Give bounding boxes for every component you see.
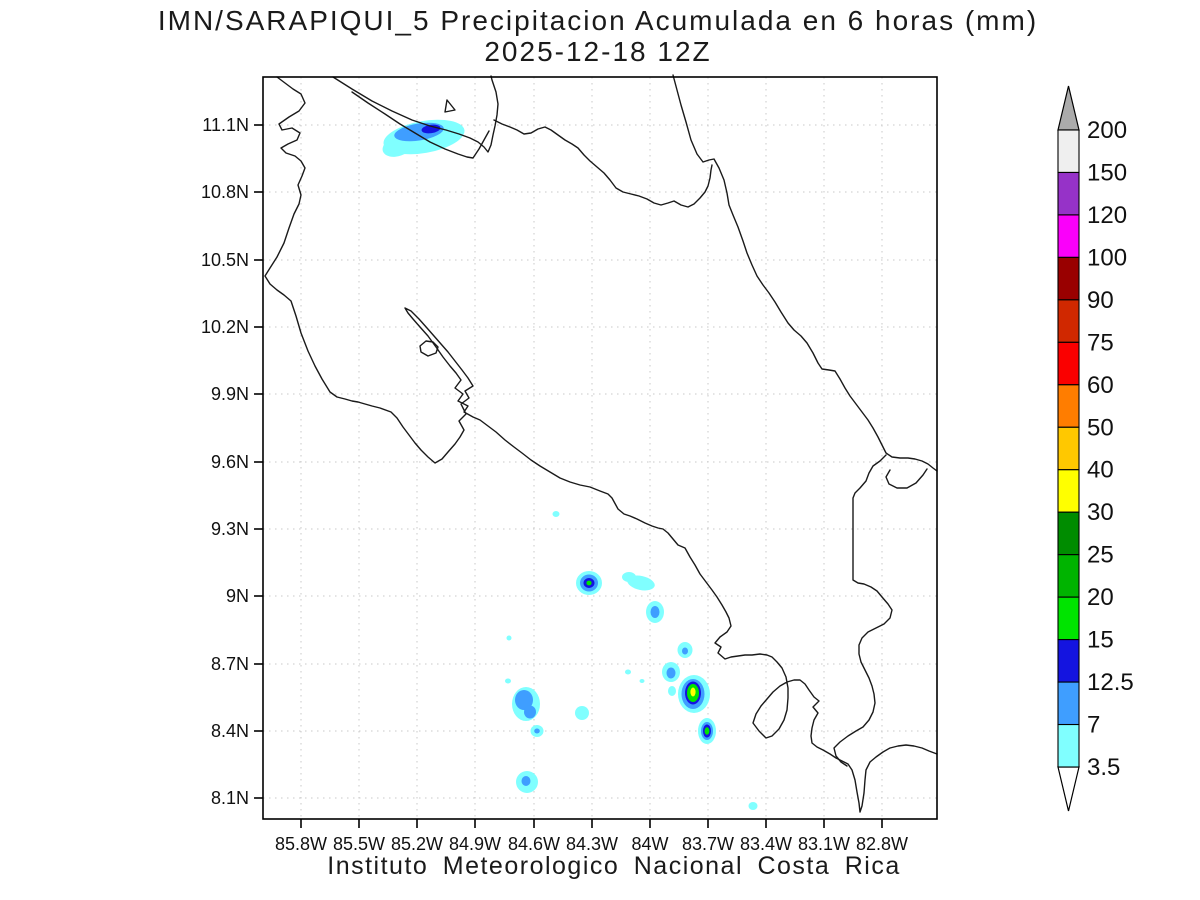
colorbar-label: 120 [1087, 202, 1127, 229]
colorbar-label: 20 [1087, 584, 1114, 611]
colorbar-segment [1057, 511, 1080, 556]
colorbar-label: 100 [1087, 244, 1127, 271]
lon-tick-label: 84W [631, 834, 668, 854]
precip-cell-7mm [650, 606, 660, 618]
lon-tick-label: 84.6W [508, 834, 560, 854]
colorbar-label: 60 [1087, 372, 1114, 399]
lon-tick-label: 83.7W [682, 834, 734, 854]
colorbar-label: 75 [1087, 329, 1114, 356]
coastline-path [444, 99, 456, 113]
precip-cell-3.5mm [575, 706, 589, 720]
institution-caption: Instituto Meteorologico Nacional Costa R… [327, 852, 901, 880]
precip-cell-3.5mm [622, 572, 636, 582]
lon-tick-label: 84.3W [566, 834, 618, 854]
lat-tick-label: 10.8N [201, 182, 249, 202]
precip-cell-7mm [521, 776, 531, 786]
precip-cell-7mm [524, 705, 536, 719]
colorbar-segment [1057, 171, 1080, 216]
lat-tick-label: 8.4N [211, 721, 249, 741]
colorbar-segment [1057, 723, 1080, 768]
precip-cell-3.5mm [625, 669, 631, 675]
colorbar-segment [1057, 469, 1080, 513]
lat-tick-label: 9N [226, 586, 249, 606]
coastline-path [493, 119, 713, 208]
colorbar-label: 150 [1087, 159, 1127, 186]
coastline-path [419, 340, 439, 357]
precip-cell-3.5mm [552, 511, 560, 517]
lon-tick-label: 84.9W [449, 834, 501, 854]
lat-tick-label: 10.5N [201, 250, 249, 270]
colorbar-segment [1057, 214, 1080, 258]
colorbar-label: 15 [1087, 627, 1114, 654]
precip-cell-7mm [534, 728, 540, 734]
precip-cell-7mm [515, 690, 533, 710]
lat-tick-label: 9.9N [211, 384, 249, 404]
precip-cell-3.5mm [506, 635, 512, 641]
plot-frame [262, 76, 938, 820]
colorbar-segment [1057, 384, 1080, 428]
colorbar-segment [1057, 681, 1080, 726]
coastline-path [672, 74, 938, 472]
colorbar-label: 50 [1087, 414, 1114, 441]
colorbar-segment [1057, 256, 1080, 301]
colorbar-label: 7 [1087, 712, 1100, 739]
coastline-path [833, 454, 893, 767]
precip-cell-3.5mm [639, 679, 645, 683]
colorbar-label: 12.5 [1087, 669, 1134, 696]
colorbar-segment [1057, 299, 1080, 343]
lat-tick-label: 8.1N [211, 788, 249, 808]
colorbar-label: 25 [1087, 542, 1114, 569]
figure-title: IMN/SARAPIQUI_5 Precipitacion Acumulada … [157, 5, 1039, 36]
lon-tick-label: 83.1W [798, 834, 850, 854]
precip-cell-7mm [682, 647, 688, 655]
lon-tick-label: 83.4W [740, 834, 792, 854]
colorbar-segment [1057, 554, 1080, 598]
precip-cell-15mm [586, 580, 592, 586]
colorbar-label: 40 [1087, 457, 1114, 484]
lon-tick-label: 82.8W [856, 834, 908, 854]
lat-tick-label: 10.2N [201, 317, 249, 337]
colorbar-segment [1057, 596, 1080, 641]
figure-datetime: 2025-12-18 12Z [484, 36, 712, 67]
coastline-path [885, 468, 928, 489]
colorbar-segment [1057, 341, 1080, 386]
colorbar-segment [1057, 129, 1080, 174]
colorbar-label: 30 [1087, 499, 1114, 526]
precip-cell-7mm [666, 667, 676, 679]
precip-cell-3.5mm [668, 686, 676, 696]
colorbar-arrow-over [1057, 85, 1080, 131]
colorbar-segment [1057, 639, 1080, 683]
colorbar-segment [1057, 426, 1080, 471]
coastline-path [264, 76, 938, 813]
lat-tick-label: 9.6N [211, 452, 249, 472]
colorbar-label: 200 [1087, 117, 1127, 144]
lat-tick-label: 11.1N [202, 115, 249, 135]
lat-tick-label: 9.3N [211, 519, 249, 539]
lon-tick-label: 85.2W [391, 834, 443, 854]
lon-tick-label: 85.8W [275, 834, 327, 854]
lon-tick-label: 85.5W [333, 834, 385, 854]
precip-cell-30mm [690, 687, 696, 697]
precip-cell-15mm [704, 727, 710, 735]
precip-cell-3.5mm [505, 678, 511, 684]
precip-cell-3.5mm [748, 802, 758, 810]
colorbar-label: 3.5 [1087, 754, 1120, 781]
colorbar-arrow-under [1057, 766, 1080, 812]
lat-tick-label: 8.7N [211, 654, 249, 674]
colorbar-label: 90 [1087, 287, 1114, 314]
coastline-path [351, 91, 490, 159]
